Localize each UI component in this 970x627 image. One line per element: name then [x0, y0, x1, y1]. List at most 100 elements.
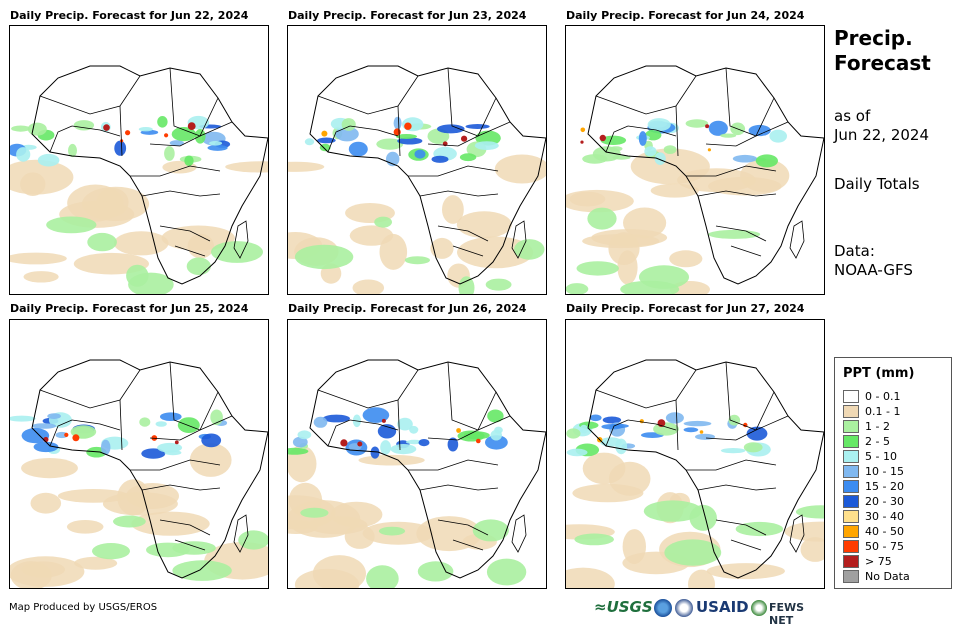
dry-area-shading	[307, 516, 368, 535]
legend-swatch	[843, 510, 859, 523]
legend-swatch	[843, 435, 859, 448]
rain-belt-shading	[11, 125, 31, 132]
legend-label: 0 - 0.1	[865, 390, 901, 403]
rain-belt-shading	[638, 131, 647, 146]
country-border	[397, 399, 401, 451]
legend-title: PPT (mm)	[843, 366, 915, 381]
light-rain-shading	[643, 500, 702, 522]
rain-belt-shading	[397, 137, 423, 145]
country-border	[715, 225, 767, 242]
country-border	[447, 361, 497, 431]
dry-area-shading	[10, 252, 67, 265]
light-rain-shading	[639, 265, 689, 289]
legend-label: 10 - 15	[865, 465, 904, 478]
legend-swatch	[843, 450, 859, 463]
legend-label: 50 - 75	[865, 540, 904, 553]
rain-belt-shading	[755, 154, 778, 168]
country-border	[697, 190, 777, 197]
legend-swatch	[843, 570, 859, 583]
legend-swatch	[843, 495, 859, 508]
rain-belt-shading	[720, 448, 746, 454]
heavy-rain-spot	[357, 441, 363, 447]
legend-swatch	[843, 405, 859, 418]
dry-area-shading	[349, 225, 394, 246]
rain-belt-shading	[685, 119, 709, 128]
country-border	[149, 121, 233, 147]
country-border	[605, 125, 629, 153]
country-border	[349, 419, 399, 431]
fews-net-logo: FEWS NET	[769, 601, 805, 627]
light-rain-shading	[87, 232, 117, 252]
continent-outline	[309, 65, 546, 285]
rain-belt-shading	[47, 413, 61, 419]
country-border	[169, 361, 219, 431]
legend-label: 40 - 50	[865, 525, 904, 538]
rain-belt-shading	[201, 433, 222, 448]
country-border	[169, 67, 219, 137]
heavy-rain-spot	[639, 419, 644, 424]
heavy-rain-spot	[707, 148, 711, 152]
country-border	[595, 369, 697, 409]
asof-line1: as of	[834, 107, 871, 125]
dry-area-shading	[442, 195, 464, 224]
map-canvas	[566, 359, 824, 588]
continent-outline	[587, 359, 824, 579]
country-border	[715, 519, 767, 536]
dry-area-shading	[494, 154, 546, 184]
country-border	[49, 125, 73, 153]
country-border	[71, 125, 121, 137]
country-border	[627, 125, 677, 137]
rain-belt-shading	[160, 412, 182, 421]
legend-label: 0.1 - 1	[865, 405, 901, 418]
heavy-rain-spot	[340, 439, 348, 447]
rain-belt-shading	[644, 146, 657, 157]
light-rain-shading	[300, 507, 329, 518]
rain-belt-shading	[397, 417, 413, 431]
heavy-rain-spot	[164, 133, 169, 138]
rain-belt-shading	[16, 147, 31, 162]
totals-text: Daily Totals	[834, 175, 920, 193]
heavy-rain-spot	[476, 438, 481, 444]
heavy-rain-spot	[580, 127, 586, 133]
noaa-seal-icon	[654, 599, 672, 617]
light-rain-shading	[238, 530, 268, 550]
panel-title-5: Daily Precip. Forecast for Jun 26, 2024	[288, 302, 527, 315]
rain-belt-shading	[746, 426, 768, 441]
rain-belt-shading	[743, 442, 763, 453]
heavy-rain-spot	[580, 140, 584, 144]
rain-belt-shading	[647, 118, 671, 132]
rain-belt-shading	[380, 440, 391, 455]
heavy-rain-spot	[404, 122, 412, 130]
light-rain-shading	[366, 565, 399, 588]
heavy-rain-spot	[187, 122, 196, 130]
heavy-rain-spot	[64, 432, 69, 437]
legend-label: 1 - 2	[865, 420, 890, 433]
country-border	[149, 415, 233, 441]
dry-area-shading	[358, 454, 425, 466]
forecast-map-5	[287, 319, 547, 589]
rain-belt-shading	[602, 416, 622, 424]
map-canvas	[10, 65, 268, 294]
light-rain-shading	[378, 526, 406, 536]
forecast-map-3	[565, 25, 825, 295]
country-border	[174, 539, 206, 551]
country-border	[627, 419, 677, 431]
continent-outline	[309, 359, 546, 579]
country-border	[686, 165, 777, 177]
heavy-rain-spot	[599, 134, 606, 142]
rain-belt-shading	[615, 438, 628, 455]
legend-label: 2 - 5	[865, 435, 890, 448]
dry-area-shading	[102, 492, 178, 516]
map-canvas	[288, 65, 546, 294]
light-rain-shading	[566, 283, 589, 294]
rain-belt-shading	[297, 430, 312, 440]
country-border	[730, 539, 762, 551]
light-rain-shading	[664, 539, 722, 566]
dry-area-shading	[608, 461, 651, 496]
country-border	[437, 519, 489, 536]
dry-area-shading	[566, 567, 615, 588]
usaid-logo: USAID	[696, 598, 749, 616]
country-border	[327, 125, 351, 153]
rain-belt-shading	[304, 138, 315, 146]
legend-swatch	[843, 465, 859, 478]
